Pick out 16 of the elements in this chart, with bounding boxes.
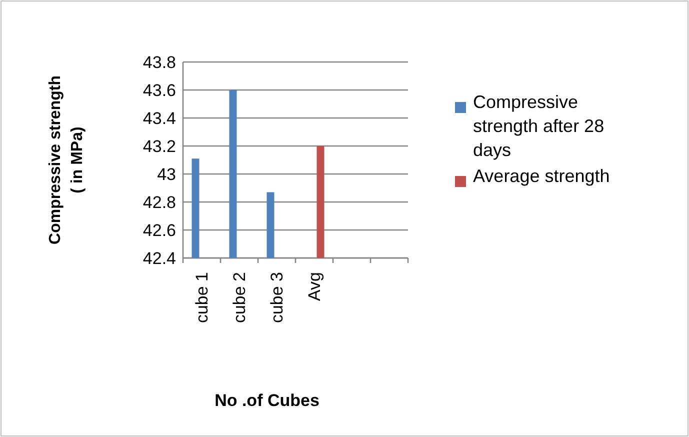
legend-label: Compressive strength after 28 days (473, 92, 604, 160)
legend-label: Average strength (473, 166, 610, 186)
y-tick-label: 43.2 (142, 136, 176, 156)
y-tick-label: 43.8 (142, 52, 176, 72)
x-tick-label: cube 3 (268, 272, 287, 324)
y-tick-label: 43.6 (142, 80, 176, 100)
y-tick-label: 42.8 (142, 192, 176, 212)
x-tick-label: cube 2 (230, 272, 250, 324)
y-tick-label: 42.6 (142, 220, 176, 240)
y-tick-label: 43 (157, 164, 176, 184)
x-tick-label: Avg (305, 272, 324, 301)
y-tick-label: 43.4 (142, 108, 176, 128)
x-axis-title: No .of Cubes (214, 391, 320, 410)
x-tick-label: cube 1 (192, 272, 212, 324)
y-axis-title: Compressive strength ( in MPa) (47, 76, 86, 244)
y-tick-label: 42.4 (142, 248, 176, 268)
